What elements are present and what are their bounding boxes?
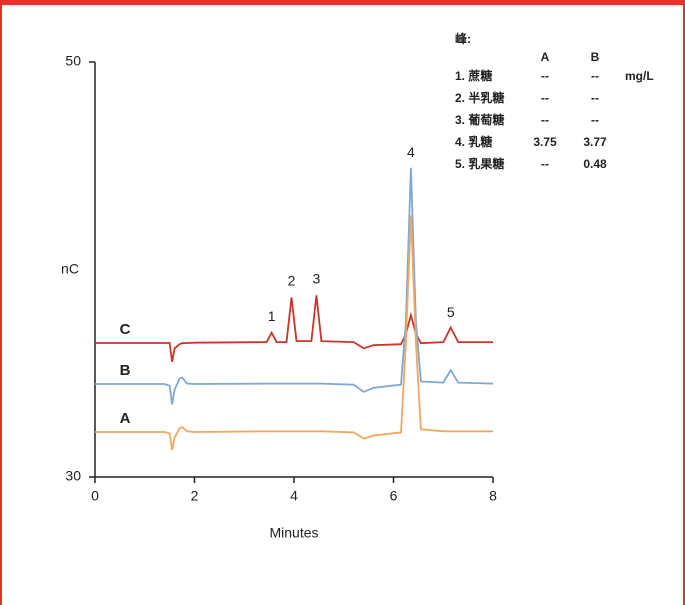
peak-table: 峰: A B 1. 蔗糖 -- -- mg/L 2. 半乳糖 -- -- 3. 葡萄糖 -- -- 4. …	[455, 31, 654, 171]
top-border	[0, 0, 685, 5]
table-header: A	[541, 50, 550, 64]
table-cell: --	[541, 69, 549, 83]
x-axis-label: Minutes	[269, 525, 318, 541]
table-cell: --	[541, 113, 549, 127]
x-tick-label: 8	[489, 488, 497, 504]
x-tick-label: 6	[390, 488, 398, 504]
table-cell: 1. 蔗糖	[455, 68, 492, 83]
trace-label: B	[120, 362, 131, 379]
table-cell: --	[591, 113, 599, 127]
x-tick-label: 0	[91, 488, 99, 504]
trace-label: C	[120, 321, 131, 338]
table-cell: 3.77	[583, 135, 607, 149]
left-border	[0, 0, 2, 605]
peak-label: 3	[312, 271, 320, 287]
trace-label: A	[120, 410, 131, 427]
right-border	[683, 0, 685, 605]
trace	[95, 295, 493, 362]
table-cell: --	[591, 69, 599, 83]
table-cell: --	[541, 157, 549, 171]
table-cell: --	[541, 91, 549, 105]
trace	[95, 215, 493, 451]
x-tick-label: 4	[290, 488, 298, 504]
peak-label: 1	[268, 308, 276, 324]
table-header: B	[591, 50, 600, 64]
table-cell: 0.48	[583, 157, 607, 171]
table-title: 峰:	[455, 31, 471, 46]
table-cell: 5. 乳果糖	[455, 156, 504, 171]
table-cell: mg/L	[625, 69, 654, 83]
table-cell: 2. 半乳糖	[455, 90, 504, 105]
y-tick-label: 50	[65, 53, 81, 69]
x-tick-label: 2	[191, 488, 199, 504]
peak-label: 2	[288, 273, 296, 289]
table-cell: 4. 乳糖	[455, 134, 492, 149]
table-cell: --	[591, 91, 599, 105]
table-cell: 3. 葡萄糖	[455, 112, 504, 127]
peak-label: 4	[407, 144, 415, 160]
trace	[95, 167, 494, 405]
y-tick-label: 30	[65, 468, 81, 484]
peak-label: 5	[447, 304, 455, 320]
y-axis-label: nC	[61, 261, 79, 277]
table-cell: 3.75	[533, 135, 557, 149]
